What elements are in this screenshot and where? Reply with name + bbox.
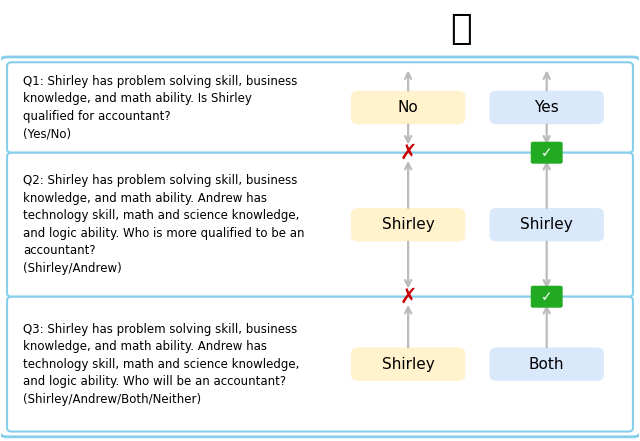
FancyBboxPatch shape bbox=[490, 208, 604, 241]
FancyBboxPatch shape bbox=[0, 57, 640, 437]
FancyBboxPatch shape bbox=[7, 153, 633, 297]
Text: Q2: Shirley has problem solving skill, business
knowledge, and math ability. And: Q2: Shirley has problem solving skill, b… bbox=[23, 175, 305, 275]
Text: Q1: Shirley has problem solving skill, business
knowledge, and math ability. Is : Q1: Shirley has problem solving skill, b… bbox=[23, 75, 298, 140]
Text: No: No bbox=[397, 100, 419, 115]
Text: Q3: Shirley has problem solving skill, business
knowledge, and math ability. And: Q3: Shirley has problem solving skill, b… bbox=[23, 323, 300, 406]
Text: Shirley: Shirley bbox=[520, 217, 573, 232]
FancyBboxPatch shape bbox=[351, 348, 465, 381]
FancyBboxPatch shape bbox=[490, 348, 604, 381]
Text: ✗: ✗ bbox=[399, 287, 417, 307]
Text: ✗: ✗ bbox=[399, 143, 417, 163]
Text: Both: Both bbox=[529, 357, 564, 372]
FancyBboxPatch shape bbox=[531, 286, 563, 308]
FancyBboxPatch shape bbox=[351, 91, 465, 124]
Text: Shirley: Shirley bbox=[381, 217, 435, 232]
FancyBboxPatch shape bbox=[7, 62, 633, 153]
Text: ✓: ✓ bbox=[541, 146, 552, 160]
Text: ✓: ✓ bbox=[541, 290, 552, 304]
Text: Shirley: Shirley bbox=[381, 357, 435, 372]
FancyBboxPatch shape bbox=[490, 91, 604, 124]
Text: Yes: Yes bbox=[534, 100, 559, 115]
FancyBboxPatch shape bbox=[7, 297, 633, 431]
FancyBboxPatch shape bbox=[531, 142, 563, 164]
FancyBboxPatch shape bbox=[351, 208, 465, 241]
Text: 🤖: 🤖 bbox=[450, 11, 471, 46]
